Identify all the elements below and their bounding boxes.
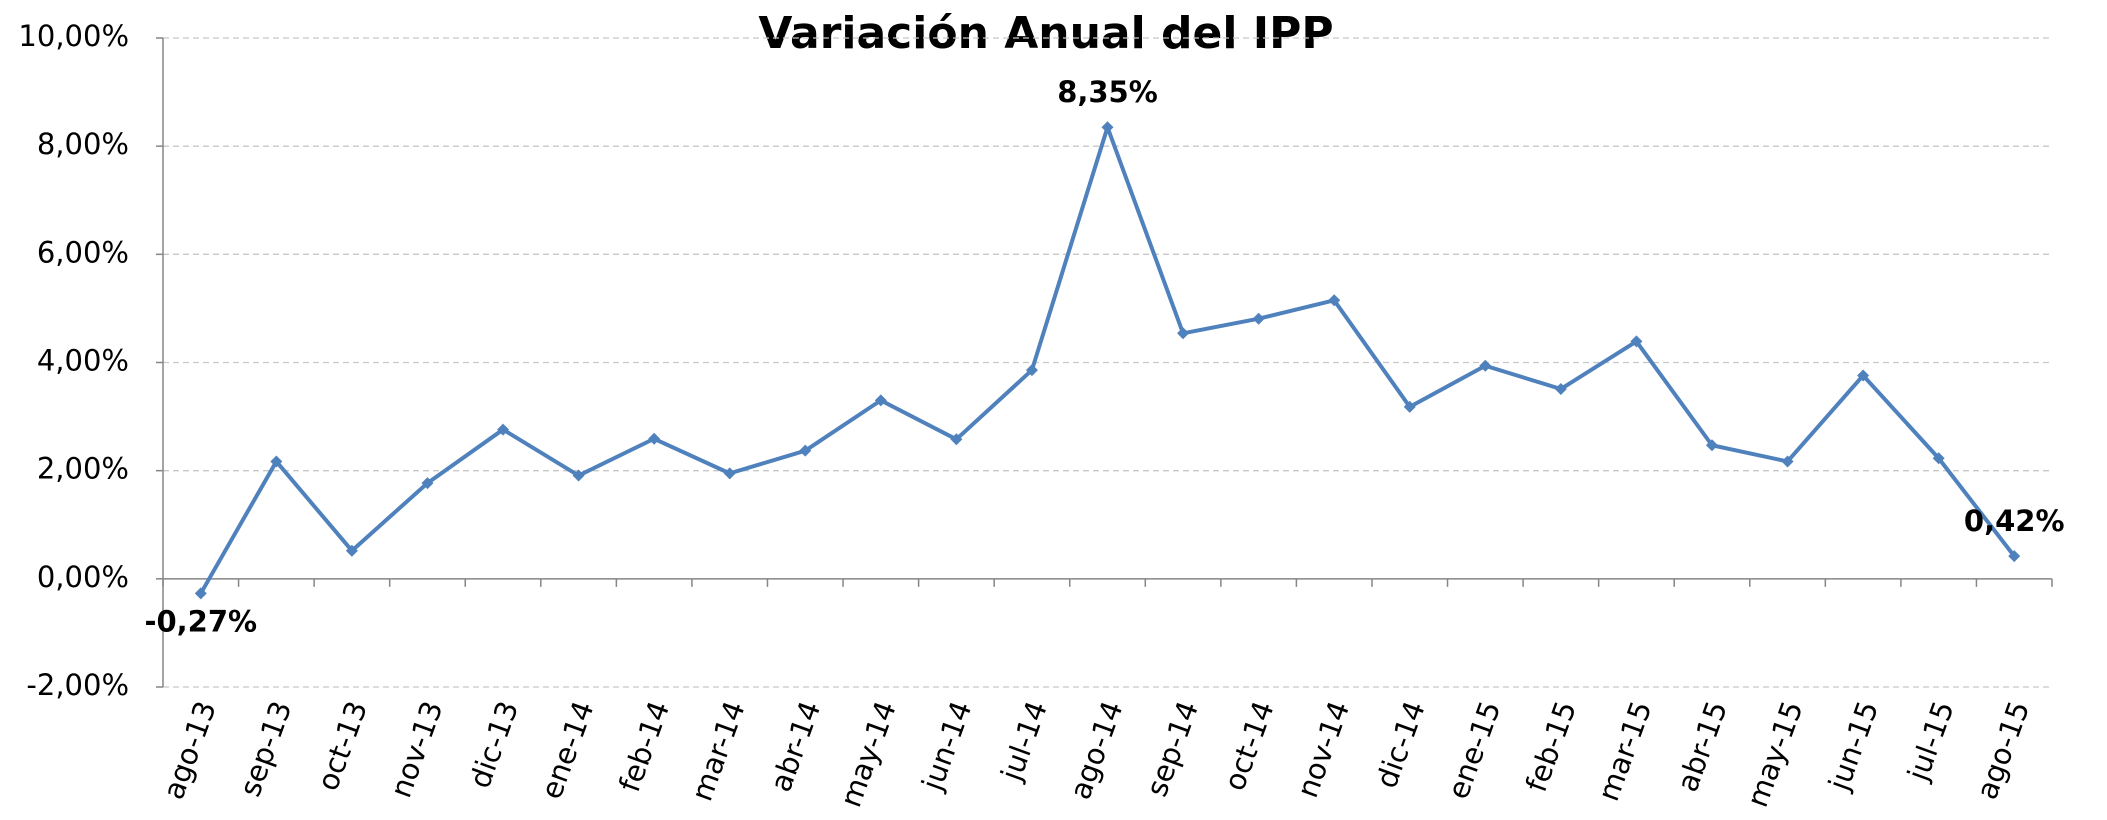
x-tick-label: sep-14 xyxy=(1139,697,1205,801)
data-point xyxy=(1479,359,1492,372)
data-point xyxy=(1328,294,1341,307)
x-tick-label: dic-13 xyxy=(462,697,525,793)
x-tick-label: nov-13 xyxy=(383,697,449,802)
data-point xyxy=(2008,550,2021,563)
data-point xyxy=(1932,452,1945,465)
data-point xyxy=(270,455,283,468)
data-point xyxy=(799,444,812,457)
x-tick-label: jun-14 xyxy=(915,697,979,796)
x-tick-label: oct-14 xyxy=(1217,697,1281,795)
x-tick-label: ago-15 xyxy=(1970,697,2037,804)
x-tick-label: may-14 xyxy=(833,697,903,812)
x-tick-label: abr-15 xyxy=(1670,697,1734,797)
y-tick-label: 8,00% xyxy=(37,127,129,161)
x-tick-label: jul-14 xyxy=(994,697,1054,787)
y-tick-label: 0,00% xyxy=(37,560,129,594)
y-tick-label: 10,00% xyxy=(18,19,129,53)
x-tick-label: nov-14 xyxy=(1290,697,1356,802)
x-tick-label: jul-15 xyxy=(1900,697,1960,787)
data-label: -0,27% xyxy=(144,604,257,638)
data-point xyxy=(1554,383,1567,396)
data-point xyxy=(572,469,585,482)
data-point xyxy=(497,423,510,436)
data-line xyxy=(199,125,2016,595)
data-point xyxy=(345,544,358,557)
data-point xyxy=(874,394,887,407)
data-point xyxy=(1403,400,1416,413)
data-point xyxy=(194,587,207,600)
x-tick-label: abr-14 xyxy=(763,697,827,797)
data-point xyxy=(950,433,963,446)
y-tick-label: 2,00% xyxy=(37,452,129,486)
data-point xyxy=(1101,121,1114,134)
data-point xyxy=(1177,327,1190,340)
x-tick-label: jun-15 xyxy=(1821,697,1885,796)
data-point xyxy=(1857,369,1870,382)
data-label: 0,42% xyxy=(1964,504,2065,538)
x-tick-label: ene-15 xyxy=(1441,697,1508,804)
data-point xyxy=(648,432,661,445)
x-tick-label: ago-13 xyxy=(156,697,223,804)
x-tick-label: sep-13 xyxy=(233,697,299,801)
data-point xyxy=(1630,335,1643,348)
y-tick-label: -2,00% xyxy=(26,668,129,702)
x-tick-label: oct-13 xyxy=(310,697,374,795)
x-tick-label: feb-15 xyxy=(1519,697,1583,797)
data-point xyxy=(723,467,736,480)
x-tick-label: dic-14 xyxy=(1369,697,1432,793)
data-point xyxy=(1025,364,1038,377)
x-tick-label: may-15 xyxy=(1740,697,1810,812)
data-label: 8,35% xyxy=(1057,75,1158,109)
x-tick-label: ago-14 xyxy=(1063,697,1130,804)
x-tick-label: ene-14 xyxy=(534,697,601,804)
y-tick-label: 6,00% xyxy=(37,235,129,269)
data-point xyxy=(421,477,434,490)
x-tick-label: feb-14 xyxy=(612,697,676,797)
data-point xyxy=(1252,312,1265,325)
data-point xyxy=(1781,455,1794,468)
x-tick-label: mar-14 xyxy=(684,697,751,806)
y-tick-label: 4,00% xyxy=(37,344,129,378)
data-point xyxy=(1705,439,1718,452)
chart-title: Variación Anual del IPP xyxy=(758,8,1333,59)
x-tick-label: mar-15 xyxy=(1591,697,1658,806)
